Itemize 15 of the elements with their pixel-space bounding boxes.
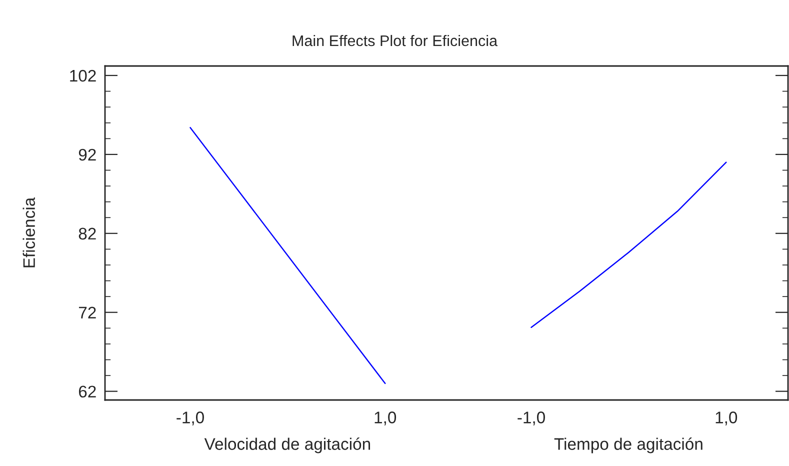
chart-title: Main Effects Plot for Eficiencia <box>292 34 498 46</box>
y-tick-label: 92 <box>78 148 96 161</box>
y-tick-label: 72 <box>78 306 96 318</box>
text: Velocidad de agitación <box>204 438 370 454</box>
line-series <box>190 126 386 384</box>
y-axis-title: Eficiencia <box>22 197 36 268</box>
y-tick-label: 62 <box>78 386 96 398</box>
x-tick-label: 1,0 <box>374 412 396 426</box>
x-tick-label: -1,0 <box>518 412 545 426</box>
x-tick-label: -1,0 <box>176 412 204 426</box>
y-tick-label: 102 <box>70 70 96 82</box>
y-tick-label: 82 <box>78 228 96 240</box>
text: Tiempo de agitación <box>554 438 702 454</box>
x-tick-label: 1,0 <box>716 412 738 426</box>
line-series <box>530 162 727 328</box>
